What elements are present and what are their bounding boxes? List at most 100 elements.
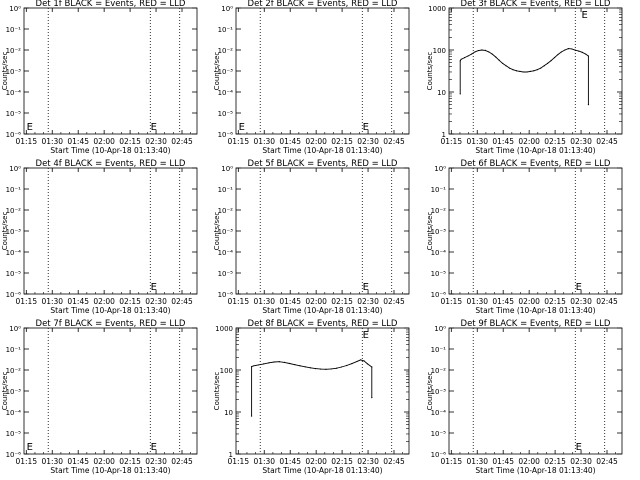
data-point — [515, 70, 518, 72]
x-tick-label: 02:45 — [171, 457, 193, 466]
x-tick-label: 01:15 — [440, 297, 462, 306]
data-point — [508, 67, 511, 69]
x-tick-label: 01:30 — [41, 137, 63, 146]
data-point — [474, 51, 476, 53]
y-tick-label: 10⁻⁴ — [431, 249, 447, 257]
data-point — [526, 71, 528, 73]
data-point — [581, 51, 583, 53]
y-tick-label: 10⁻² — [431, 207, 447, 215]
plot-frame — [235, 327, 410, 455]
data-point — [314, 367, 317, 370]
y-tick-label: 10⁻² — [218, 207, 234, 215]
data-point — [470, 53, 473, 55]
x-tick-label: 02:30 — [357, 137, 379, 146]
x-axis-label: Start Time (10-Apr-18 01:13:40) — [262, 466, 382, 475]
panel-det-6: Det 6f BLACK = Events, RED = LLD 01:15 01:… — [426, 159, 623, 315]
y-tick-label: 10⁻¹ — [6, 186, 22, 194]
panel-det-1: Det 1f BLACK = Events, RED = LLD 01:15 01:… — [1, 0, 198, 155]
x-tick-label: 01:30 — [466, 137, 488, 146]
y-tick-label: 10⁻¹ — [6, 346, 22, 354]
data-point — [278, 361, 280, 363]
data-point — [335, 367, 337, 369]
y-tick-label: 10⁻⁶ — [6, 451, 22, 459]
x-axis-label: Start Time (10-Apr-18 01:13:40) — [475, 466, 595, 475]
event-marker: E — [151, 442, 157, 453]
x-tick-label: 01:15 — [15, 297, 37, 306]
data-point — [252, 365, 254, 367]
x-tick-label: 02:15 — [119, 457, 141, 466]
y-tick-label: 10⁻³ — [6, 228, 22, 236]
data-point — [498, 59, 500, 61]
data-point — [491, 53, 493, 55]
panel-det-2: Det 2f BLACK = Events, RED = LLD 01:15 01:… — [213, 0, 410, 155]
event-marker: E — [27, 122, 33, 133]
y-tick-label: 10⁻⁴ — [6, 409, 22, 417]
y-tick-label: 10⁻¹ — [218, 26, 234, 34]
data-point — [366, 363, 369, 365]
event-marker: E — [582, 10, 588, 21]
y-tick-label: 10⁻⁶ — [431, 291, 447, 299]
x-tick-label: 01:45 — [67, 297, 89, 306]
x-tick-label: 02:00 — [305, 457, 327, 466]
y-tick-label: 10⁻⁵ — [6, 270, 22, 278]
events-series-line — [251, 359, 373, 417]
y-tick-label: 10⁻³ — [218, 68, 234, 76]
panel-title: Det 7f BLACK = Events, RED = LLD — [36, 319, 186, 329]
x-tick-label: 01:45 — [279, 297, 301, 306]
y-tick-label: 10⁻⁵ — [6, 430, 22, 438]
x-axis-label: Start Time (10-Apr-18 01:13:40) — [475, 306, 595, 315]
data-point — [505, 65, 507, 67]
x-tick-label: 02:45 — [383, 297, 405, 306]
data-point — [463, 56, 466, 59]
panel-title: Det 8f BLACK = Events, RED = LLD — [248, 319, 398, 329]
x-axis-label: Start Time (10-Apr-18 01:13:40) — [262, 146, 382, 155]
data-point — [294, 364, 296, 366]
data-point — [484, 49, 486, 51]
data-point — [467, 55, 469, 57]
x-tick-label: 01:45 — [492, 297, 514, 306]
y-tick-label: 10⁻⁶ — [6, 291, 22, 299]
x-tick-label: 02:30 — [570, 457, 592, 466]
y-tick-label: 10⁻⁵ — [218, 110, 234, 118]
data-point — [325, 368, 327, 370]
y-tick-label: 10⁻⁶ — [431, 451, 447, 459]
x-tick-label: 01:30 — [466, 297, 488, 306]
panel-title: Det 4f BLACK = Events, RED = LLD — [36, 159, 186, 169]
data-point — [250, 366, 253, 368]
y-tick-label: 1 — [442, 131, 446, 139]
data-point — [371, 366, 373, 368]
data-point — [330, 368, 332, 370]
y-tick-label: 10⁻⁵ — [431, 270, 447, 278]
data-point — [299, 365, 301, 367]
data-point — [547, 62, 549, 64]
x-tick-label: 01:45 — [279, 457, 301, 466]
y-tick-label: 10⁻² — [6, 367, 22, 375]
y-tick-label: 10⁻⁶ — [218, 131, 234, 139]
x-tick-label: 02:45 — [383, 457, 405, 466]
y-tick-label: 10⁻³ — [431, 228, 447, 236]
data-point — [257, 364, 260, 366]
data-point — [477, 49, 480, 52]
panel-det-7: Det 7f BLACK = Events, RED = LLD 01:15 01:… — [1, 319, 198, 475]
x-tick-label: 02:00 — [93, 137, 115, 146]
y-tick-label: 10⁻⁴ — [6, 249, 22, 257]
x-tick-label: 02:45 — [596, 457, 618, 466]
y-tick-label: 100 — [220, 367, 233, 375]
data-point — [540, 67, 542, 69]
event-marker: E — [239, 122, 245, 133]
y-tick-label: 10⁰ — [221, 5, 233, 13]
x-tick-label: 02:15 — [331, 137, 353, 146]
y-tick-label: 10⁻⁶ — [6, 131, 22, 139]
y-tick-label: 10⁻² — [6, 207, 22, 215]
x-tick-label: 01:30 — [41, 457, 63, 466]
data-point — [557, 53, 559, 56]
y-tick-label: 1000 — [215, 325, 233, 333]
data-point — [564, 49, 566, 51]
panel-title: Det 5f BLACK = Events, RED = LLD — [248, 159, 398, 169]
x-tick-label: 02:00 — [305, 297, 327, 306]
x-tick-label: 02:45 — [171, 137, 193, 146]
x-tick-label: 02:30 — [145, 457, 167, 466]
x-tick-label: 01:30 — [253, 137, 275, 146]
x-tick-label: 02:15 — [331, 457, 353, 466]
y-axis-label: Counts/sec — [213, 212, 221, 251]
